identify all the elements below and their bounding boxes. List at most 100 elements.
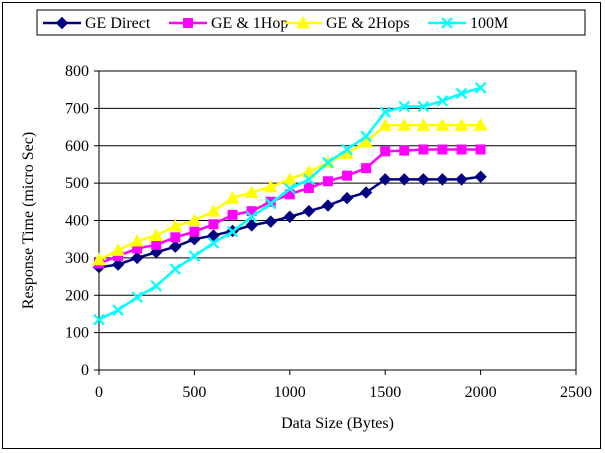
y-axis-title: Response Time (micro Sec)	[20, 132, 37, 309]
data-point-ge-1hop	[380, 146, 391, 157]
data-point-ge-direct	[111, 258, 125, 271]
legend: GE Direct GE & 1Hop GE & 2Hops 100M	[36, 9, 586, 36]
data-point-100m	[303, 173, 315, 186]
data-point-ge-direct	[455, 173, 468, 186]
data-point-ge-1hop	[437, 144, 448, 155]
legend-item-ge-2hops: GE & 2Hops	[284, 15, 410, 32]
y-tick-label: 600	[65, 138, 89, 155]
data-point-100m	[188, 250, 201, 262]
legend-label: GE Direct	[85, 15, 151, 32]
data-point-ge-2hops	[397, 118, 412, 131]
data-point-100m	[398, 100, 411, 113]
x-tick-label: 1500	[369, 384, 401, 401]
data-point-ge-2hops	[130, 234, 145, 247]
data-point-ge-1hop	[475, 144, 486, 155]
data-point-ge-2hops	[282, 172, 297, 185]
x-tick-label: 2500	[560, 384, 592, 401]
data-point-100m	[284, 182, 296, 195]
data-point-ge-2hops	[454, 118, 469, 131]
data-point-100m	[341, 143, 353, 156]
data-point-ge-2hops	[359, 134, 373, 148]
data-point-ge-direct	[417, 173, 430, 186]
x-axis-title: Data Size (Bytes)	[281, 415, 394, 432]
data-point-ge-2hops	[435, 118, 450, 131]
tick-labels: 0 100 200 300 400 500 600 700 800 0 500 1000 1500 200…	[65, 63, 592, 401]
x-tick-label: 500	[182, 384, 206, 401]
data-point-100m	[474, 82, 487, 94]
data-point-100m	[245, 210, 258, 223]
legend-label: 100M	[470, 15, 508, 32]
data-point-ge-2hops	[206, 204, 221, 217]
data-point-ge-1hop	[399, 145, 410, 156]
data-point-ge-2hops	[149, 228, 164, 241]
series-layer	[92, 82, 488, 326]
data-point-100m	[322, 156, 334, 169]
x-tick-label: 1000	[274, 384, 306, 401]
data-point-100m	[436, 95, 449, 107]
data-point-ge-direct	[359, 186, 373, 199]
data-point-ge-1hop	[342, 170, 353, 181]
data-point-100m	[93, 313, 105, 326]
data-point-ge-direct	[321, 199, 335, 212]
data-point-100m	[226, 225, 239, 238]
y-tick-label: 800	[65, 63, 89, 80]
data-point-ge-direct	[302, 204, 316, 218]
data-point-ge-direct	[245, 219, 258, 232]
data-point-ge-1hop	[189, 226, 200, 237]
data-point-ge-2hops	[168, 219, 183, 232]
data-point-100m	[112, 304, 124, 316]
y-tick-label: 700	[65, 100, 89, 117]
data-point-ge-direct	[130, 251, 144, 265]
data-point-100m	[207, 237, 220, 249]
data-point-ge-2hops	[244, 185, 259, 198]
line-chart: GE Direct GE & 1Hop GE & 2Hops 100M 0 100 200…	[20, 9, 592, 432]
data-point-100m	[417, 100, 430, 113]
data-point-100m	[455, 87, 468, 100]
data-point-ge-2hops	[111, 243, 125, 256]
y-tick-label: 100	[65, 325, 89, 342]
data-point-100m	[131, 291, 143, 303]
legend-item-ge-direct: GE Direct	[43, 15, 151, 32]
data-point-ge-direct	[169, 240, 182, 253]
data-point-ge-1hop	[265, 196, 276, 207]
data-point-ge-1hop	[418, 144, 429, 155]
data-point-ge-1hop	[456, 144, 467, 155]
data-point-ge-1hop	[170, 232, 181, 243]
axes	[94, 70, 577, 375]
y-tick-label: 200	[65, 287, 89, 304]
data-point-ge-2hops	[473, 118, 488, 131]
data-point-ge-direct	[283, 210, 297, 223]
series-ge-1hop	[94, 144, 486, 269]
legend-label: GE & 2Hops	[326, 15, 410, 32]
data-point-ge-direct	[398, 173, 411, 186]
data-point-ge-direct	[378, 173, 392, 186]
data-point-ge-1hop	[303, 182, 314, 193]
y-tick-label: 500	[65, 175, 89, 192]
data-point-ge-2hops	[187, 213, 202, 226]
data-point-ge-1hop	[227, 209, 238, 220]
y-tick-label: 400	[65, 213, 89, 230]
x-tick-label: 2000	[465, 384, 497, 401]
data-point-ge-2hops	[263, 179, 278, 193]
series-100m	[93, 82, 487, 326]
data-point-ge-1hop	[151, 239, 162, 250]
data-point-ge-1hop	[322, 176, 333, 187]
data-point-100m	[379, 106, 391, 118]
y-tick-label: 0	[81, 362, 89, 379]
legend-item-100m: 100M	[428, 15, 508, 32]
data-point-100m	[169, 263, 182, 275]
data-point-ge-2hops	[302, 164, 316, 178]
data-point-100m	[360, 130, 372, 143]
series-ge-direct	[92, 170, 487, 274]
data-point-ge-direct	[340, 191, 354, 205]
data-point-ge-1hop	[208, 219, 219, 230]
data-point-ge-2hops	[92, 252, 106, 266]
data-point-ge-2hops	[378, 118, 393, 131]
legend-label: GE & 1Hop	[211, 15, 288, 32]
y-tick-label: 300	[65, 250, 89, 267]
chart-frame: GE Direct GE & 1Hop GE & 2Hops 100M 0 100 200…	[2, 2, 601, 449]
data-point-100m	[150, 280, 163, 292]
data-point-ge-2hops	[416, 118, 431, 131]
data-point-ge-1hop	[361, 163, 372, 174]
legend-item-ge-1hop: GE & 1Hop	[169, 15, 288, 32]
